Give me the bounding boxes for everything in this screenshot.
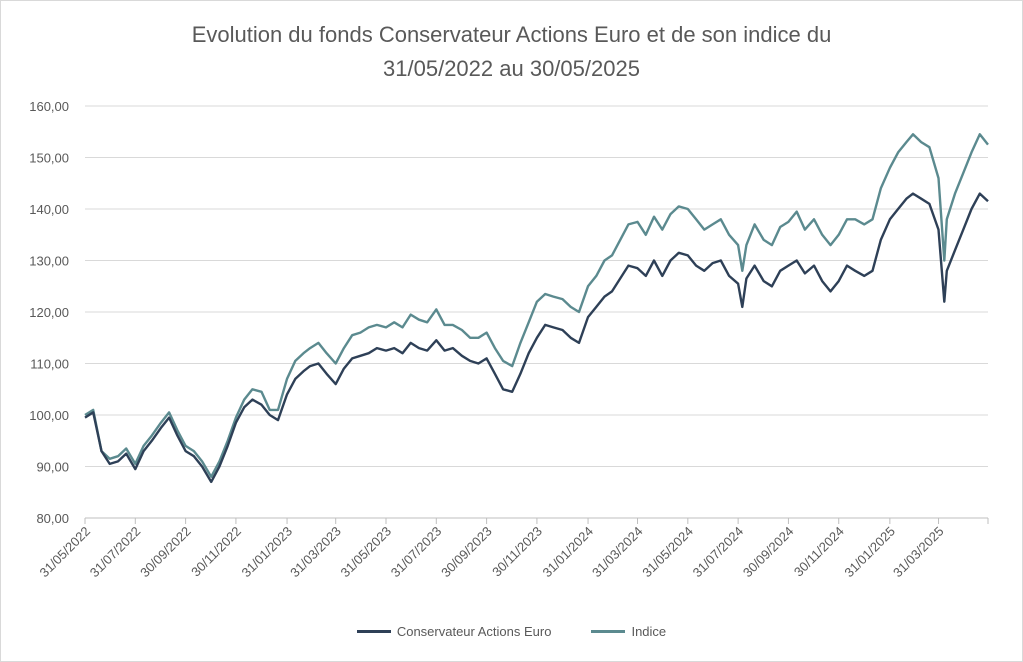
chart-title: Evolution du fonds Conservateur Actions … — [191, 22, 832, 81]
y-tick-label: 150,00 — [29, 151, 69, 166]
x-tick-label: 31/07/2023 — [388, 524, 445, 581]
legend-swatch-fund — [356, 630, 391, 633]
x-tick-label: 31/05/2023 — [337, 524, 394, 581]
x-tick-label: 31/05/2024 — [639, 524, 696, 581]
x-tick-label: 31/03/2025 — [890, 524, 947, 581]
x-tick-label: 30/11/2023 — [489, 524, 545, 580]
x-tick-label: 31/03/2023 — [287, 524, 344, 581]
y-tick-label: 140,00 — [29, 202, 69, 217]
legend-label-fund: Conservateur Actions Euro — [396, 624, 552, 639]
x-tick-label: 30/09/2024 — [740, 524, 797, 581]
x-tick-label: 31/07/2022 — [87, 524, 144, 581]
y-tick-label: 80,00 — [36, 511, 69, 526]
x-tick-label: 30/09/2022 — [137, 524, 194, 581]
x-tick-label: 31/05/2022 — [36, 524, 93, 581]
y-tick-label: 100,00 — [29, 408, 69, 423]
x-tick-label: 30/11/2022 — [188, 524, 244, 580]
x-tick-label: 31/01/2025 — [841, 524, 898, 581]
y-tick-label: 130,00 — [29, 254, 69, 269]
legend-item-fund: Conservateur Actions Euro — [356, 624, 552, 639]
x-tick-label: 30/09/2023 — [438, 524, 495, 581]
y-tick-label: 110,00 — [30, 357, 69, 372]
x-tick-label: 31/01/2023 — [239, 524, 296, 581]
y-tick-label: 120,00 — [29, 305, 69, 320]
series-line-fund — [84, 192, 989, 484]
x-tick-label: 30/11/2024 — [791, 524, 847, 580]
y-tick-label: 90,00 — [36, 460, 69, 475]
axes: 80,00 90,00 100,00 110,00 120,00 130,00 140,00… — [29, 99, 989, 581]
legend: Conservateur Actions Euro Indice — [0, 624, 1023, 639]
legend-label-index: Indice — [631, 624, 667, 639]
series-lines — [84, 133, 989, 484]
x-tick-label: 31/07/2024 — [690, 524, 747, 581]
x-tick-label: 31/03/2024 — [589, 524, 646, 581]
series-line-index — [84, 133, 989, 478]
legend-item-index: Indice — [591, 624, 666, 639]
y-tick-label: 160,00 — [29, 99, 69, 114]
legend-swatch-index — [591, 630, 626, 633]
x-tick-label: 31/01/2024 — [540, 524, 597, 581]
